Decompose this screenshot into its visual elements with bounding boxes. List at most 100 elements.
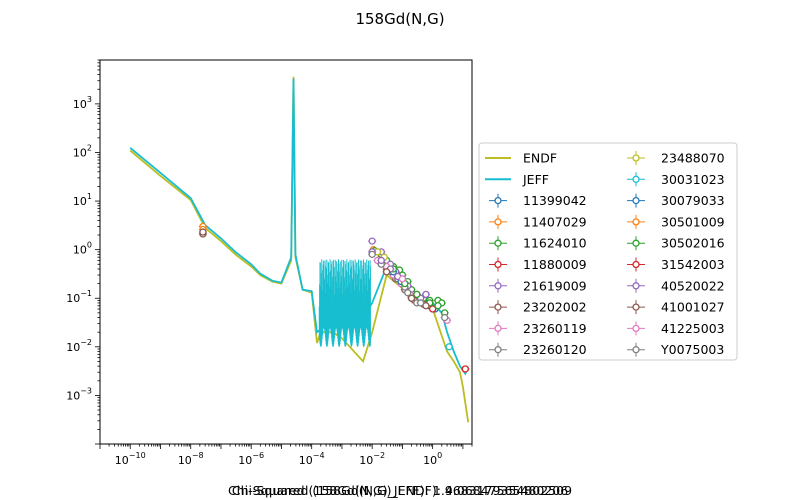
marker [434, 302, 442, 310]
marker [404, 289, 412, 297]
data-point-11880009 [428, 305, 437, 313]
marker [422, 302, 430, 310]
legend-label: 41225003 [661, 321, 725, 336]
legend-item: Y0075003 [627, 342, 724, 357]
x-tick-label: 10−10 [115, 451, 146, 467]
legend-item: 21619009 [489, 278, 587, 293]
legend-marker [632, 154, 640, 162]
marker [413, 290, 421, 299]
legend-item: 11399042 [489, 193, 587, 208]
chi-squared-jeff-text: Chi-Squared (158Gd(N,G)_JEFF): 1.9683179… [228, 483, 572, 498]
legend-label: 23202002 [523, 300, 587, 315]
legend-marker [632, 196, 640, 205]
marker [377, 256, 385, 265]
legend-label: 31542003 [661, 257, 725, 272]
legend-label: JEFF [522, 172, 549, 187]
chart-title: 158Gd(N,G) [355, 10, 444, 28]
legend-marker [632, 346, 640, 354]
y-tick-label: 101 [73, 192, 92, 208]
data-point-41001027 [198, 228, 207, 236]
legend-item: 30501009 [627, 214, 725, 229]
legend-item: 30079033 [627, 193, 725, 208]
y-tick-label: 102 [73, 143, 92, 159]
data-point-40520022 [377, 256, 386, 265]
legend-item: ENDF [485, 151, 557, 166]
x-tick-label: 10−4 [299, 451, 325, 467]
data-point-21619009 [368, 237, 377, 245]
x-tick-label: 10−8 [178, 451, 204, 467]
legend-item: 23260120 [489, 342, 587, 357]
data-point-30502016 [433, 302, 442, 310]
x-tick-label: 100 [423, 451, 442, 467]
legend-item: 23260119 [489, 321, 587, 336]
legend-marker [494, 303, 502, 311]
legend-label: 30031023 [661, 172, 725, 187]
y-tick-label: 103 [73, 95, 92, 111]
data-point-41001027 [382, 268, 391, 276]
data-point-Y0075003 [440, 313, 449, 322]
marker [199, 228, 207, 236]
data-point-Y0075003 [416, 299, 425, 307]
series-lines [129, 76, 470, 423]
legend-label: 30501009 [661, 214, 725, 229]
plot-frame [99, 59, 473, 445]
legend-marker [632, 282, 640, 290]
marker [422, 290, 430, 299]
legend-marker [494, 324, 502, 333]
legend-marker [632, 239, 640, 247]
legend-label: 30502016 [661, 236, 725, 251]
data-point-31542003 [461, 365, 470, 373]
y-tick-label: 10−3 [66, 386, 92, 402]
data-point-41001027 [421, 302, 430, 310]
x-axis: 10−10 10−8 10−6 10−4 10−2 100 [99, 444, 473, 467]
legend-marker [494, 346, 502, 354]
legend-item: 41001027 [627, 300, 725, 315]
marker [382, 268, 391, 276]
marker [429, 305, 437, 313]
legend-label: 23260119 [523, 321, 587, 336]
data-point-21619009 [421, 290, 430, 299]
legend-label: Y0075003 [660, 342, 724, 357]
legend-marker [632, 175, 640, 183]
y-axis: 10−3 10−2 10−1 100 101 102 103 [66, 59, 100, 445]
legend-item: 30502016 [627, 236, 725, 251]
y-tick-label: 10−2 [66, 338, 92, 354]
marker [461, 365, 469, 373]
legend-label: 40520022 [661, 278, 725, 293]
legend-label: 11399042 [523, 193, 587, 208]
legend-item: 40520022 [627, 278, 725, 293]
legend-item: 30031023 [627, 172, 725, 187]
legend-label: 11407029 [523, 214, 587, 229]
legend-item: 41225003 [627, 321, 725, 336]
x-tick-label: 10−2 [359, 451, 385, 467]
marker [407, 294, 416, 302]
x-tick-label: 10−6 [238, 451, 264, 467]
legend-item: 11880009 [489, 257, 587, 272]
legend-marker [632, 324, 640, 333]
legend-label: ENDF [523, 151, 557, 166]
plot-area [99, 59, 473, 445]
legend-label: 41001027 [661, 300, 725, 315]
legend: ENDF JEFF 11399042 11407029 11624010 11880009… [478, 142, 738, 361]
legend-marker [632, 260, 640, 269]
legend-marker [494, 218, 502, 226]
legend-label: 11624010 [523, 236, 587, 251]
marker [398, 275, 407, 283]
legend-label: 21619009 [523, 278, 587, 293]
legend-marker [632, 303, 640, 311]
data-point-30031023 [445, 343, 454, 351]
data-point-41225003 [398, 275, 407, 283]
marker [445, 343, 453, 351]
legend-item: 11624010 [489, 236, 587, 251]
legend-item: 23488070 [627, 151, 725, 166]
chi-squared-endf-text: Chi-Squared (158Gd(N,G)_ENDF): 4.0684756… [232, 483, 568, 498]
series-line-endf [129, 76, 470, 423]
data-point-30502016 [412, 290, 421, 299]
legend-marker [494, 260, 502, 269]
legend-label: 23260120 [523, 342, 587, 357]
marker [368, 237, 376, 245]
legend-marker [632, 218, 640, 226]
legend-marker [494, 239, 502, 247]
data-point-Y0075003 [403, 289, 412, 297]
